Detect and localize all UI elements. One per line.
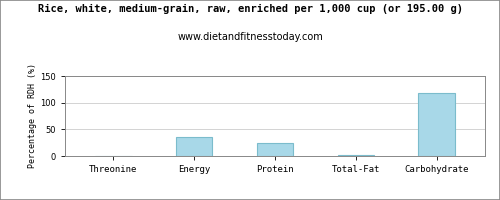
Bar: [418, 93, 454, 156]
Bar: [257, 143, 293, 156]
Bar: [176, 137, 212, 156]
Bar: [338, 155, 374, 156]
Y-axis label: Percentage of RDH (%): Percentage of RDH (%): [28, 64, 38, 168]
Text: Rice, white, medium-grain, raw, enriched per 1,000 cup (or 195.00 g): Rice, white, medium-grain, raw, enriched…: [38, 4, 463, 14]
Text: www.dietandfitnesstoday.com: www.dietandfitnesstoday.com: [177, 32, 323, 42]
